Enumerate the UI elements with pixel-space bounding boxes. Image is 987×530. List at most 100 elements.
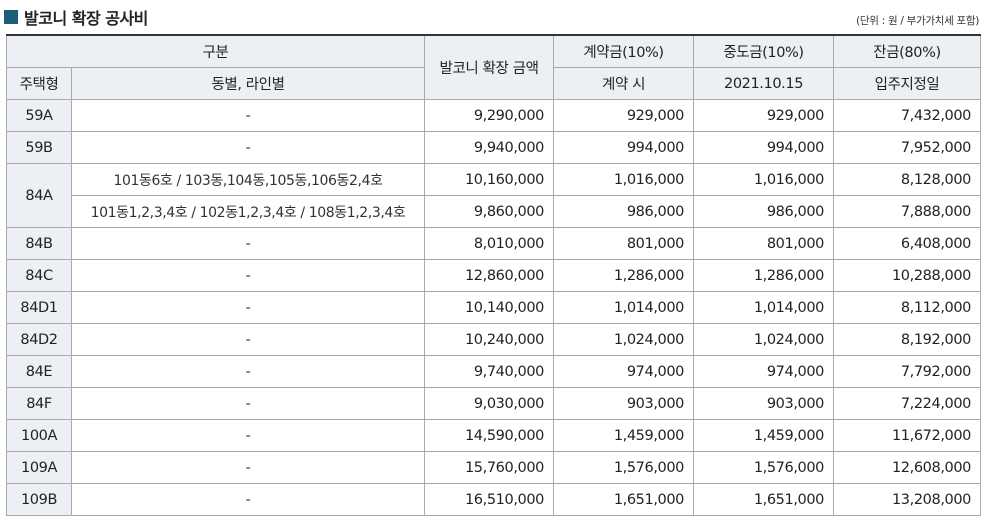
type-cell: 100A bbox=[6, 419, 72, 452]
middle-cell: 929,000 bbox=[693, 99, 835, 132]
contract-cell: 1,286,000 bbox=[553, 259, 695, 292]
unit-note: (단위 : 원 / 부가가치세 포함) bbox=[856, 15, 979, 27]
type-cell: 84C bbox=[6, 259, 72, 292]
type-cell: 59A bbox=[6, 99, 72, 132]
cost-table: 구분 발코니 확장 금액 계약금(10%) 중도금(10%) 잔금(80%) 주… bbox=[5, 34, 982, 516]
contract-cell: 1,016,000 bbox=[553, 163, 695, 196]
line-cell: - bbox=[70, 451, 426, 484]
table-row: 100A - 14,590,000 1,459,000 1,459,000 11… bbox=[6, 419, 982, 452]
amount-cell: 9,030,000 bbox=[424, 387, 555, 420]
balance-cell: 7,888,000 bbox=[833, 195, 982, 228]
contract-cell: 1,014,000 bbox=[553, 291, 695, 324]
balance-cell: 13,208,000 bbox=[833, 483, 982, 516]
type-cell: 84D2 bbox=[6, 323, 72, 356]
balance-cell: 11,672,000 bbox=[833, 419, 982, 452]
contract-cell: 1,024,000 bbox=[553, 323, 695, 356]
middle-cell: 1,459,000 bbox=[693, 419, 835, 452]
title-row: 발코니 확장 공사비 bbox=[4, 6, 148, 28]
middle-cell: 994,000 bbox=[693, 131, 835, 164]
contract-cell: 801,000 bbox=[553, 227, 695, 260]
header-line: 동별, 라인별 bbox=[70, 67, 426, 100]
amount-cell: 16,510,000 bbox=[424, 483, 555, 516]
header-contract-date: 계약 시 bbox=[553, 67, 695, 100]
table-row: 84C - 12,860,000 1,286,000 1,286,000 10,… bbox=[6, 259, 982, 292]
line-cell: 101동6호 / 103동,104동,105동,106동2,4호 bbox=[70, 163, 426, 196]
amount-cell: 9,740,000 bbox=[424, 355, 555, 388]
line-cell: 101동1,2,3,4호 / 102동1,2,3,4호 / 108동1,2,3,… bbox=[70, 195, 426, 228]
amount-cell: 8,010,000 bbox=[424, 227, 555, 260]
middle-cell: 1,651,000 bbox=[693, 483, 835, 516]
balance-cell: 7,432,000 bbox=[833, 99, 982, 132]
header-balance: 잔금(80%) bbox=[833, 34, 982, 68]
header-middle-date: 2021.10.15 bbox=[693, 67, 835, 100]
balance-cell: 7,224,000 bbox=[833, 387, 982, 420]
contract-cell: 994,000 bbox=[553, 131, 695, 164]
type-cell: 84D1 bbox=[6, 291, 72, 324]
amount-cell: 14,590,000 bbox=[424, 419, 555, 452]
line-cell: - bbox=[70, 99, 426, 132]
page-title: 발코니 확장 공사비 bbox=[24, 9, 148, 28]
middle-cell: 1,576,000 bbox=[693, 451, 835, 484]
table-row: 59A - 9,290,000 929,000 929,000 7,432,00… bbox=[6, 99, 982, 132]
type-cell: 84B bbox=[6, 227, 72, 260]
title-square-icon bbox=[4, 10, 18, 24]
contract-cell: 903,000 bbox=[553, 387, 695, 420]
balance-cell: 7,952,000 bbox=[833, 131, 982, 164]
contract-cell: 1,459,000 bbox=[553, 419, 695, 452]
line-cell: - bbox=[70, 259, 426, 292]
type-cell: 84E bbox=[6, 355, 72, 388]
amount-cell: 9,940,000 bbox=[424, 131, 555, 164]
balance-cell: 6,408,000 bbox=[833, 227, 982, 260]
line-cell: - bbox=[70, 323, 426, 356]
contract-cell: 974,000 bbox=[553, 355, 695, 388]
balance-cell: 8,128,000 bbox=[833, 163, 982, 196]
header-type: 주택형 bbox=[6, 67, 72, 100]
table-row: 84E - 9,740,000 974,000 974,000 7,792,00… bbox=[6, 355, 982, 388]
middle-cell: 1,024,000 bbox=[693, 323, 835, 356]
contract-cell: 1,651,000 bbox=[553, 483, 695, 516]
header-group: 구분 bbox=[5, 34, 426, 68]
type-cell: 109A bbox=[6, 451, 72, 484]
amount-cell: 9,290,000 bbox=[424, 99, 555, 132]
header-balance-date: 입주지정일 bbox=[833, 67, 982, 100]
balance-cell: 7,792,000 bbox=[833, 355, 982, 388]
header-contract: 계약금(10%) bbox=[553, 34, 695, 68]
table-row: 59B - 9,940,000 994,000 994,000 7,952,00… bbox=[6, 131, 982, 164]
type-cell: 84F bbox=[6, 387, 72, 420]
header-amount: 발코니 확장 금액 bbox=[424, 34, 555, 100]
amount-cell: 9,860,000 bbox=[424, 195, 555, 228]
contract-cell: 986,000 bbox=[553, 195, 695, 228]
table-row: 109A - 15,760,000 1,576,000 1,576,000 12… bbox=[6, 451, 982, 484]
line-cell: - bbox=[70, 227, 426, 260]
balance-cell: 8,192,000 bbox=[833, 323, 982, 356]
balance-cell: 8,112,000 bbox=[833, 291, 982, 324]
amount-cell: 15,760,000 bbox=[424, 451, 555, 484]
amount-cell: 10,240,000 bbox=[424, 323, 555, 356]
middle-cell: 986,000 bbox=[693, 195, 835, 228]
amount-cell: 12,860,000 bbox=[424, 259, 555, 292]
line-cell: - bbox=[70, 291, 426, 324]
header-row-2: 주택형 동별, 라인별 계약 시 2021.10.15 입주지정일 bbox=[6, 67, 982, 100]
middle-cell: 801,000 bbox=[693, 227, 835, 260]
table-row: 101동1,2,3,4호 / 102동1,2,3,4호 / 108동1,2,3,… bbox=[7, 195, 982, 228]
type-cell: 59B bbox=[6, 131, 72, 164]
contract-cell: 1,576,000 bbox=[553, 451, 695, 484]
header-middle: 중도금(10%) bbox=[693, 34, 835, 68]
contract-cell: 929,000 bbox=[553, 99, 695, 132]
line-cell: - bbox=[70, 355, 426, 388]
line-cell: - bbox=[70, 387, 426, 420]
table-row: 84D2 - 10,240,000 1,024,000 1,024,000 8,… bbox=[6, 323, 982, 356]
table-row: 109B - 16,510,000 1,651,000 1,651,000 13… bbox=[6, 483, 982, 516]
type-cell: 84A bbox=[6, 163, 72, 228]
middle-cell: 1,014,000 bbox=[693, 291, 835, 324]
table-row: 84F - 9,030,000 903,000 903,000 7,224,00… bbox=[6, 387, 982, 420]
line-cell: - bbox=[70, 483, 426, 516]
header-row-1: 구분 발코니 확장 금액 계약금(10%) 중도금(10%) 잔금(80%) bbox=[5, 34, 982, 100]
middle-cell: 1,016,000 bbox=[693, 163, 835, 196]
table-row: 84B - 8,010,000 801,000 801,000 6,408,00… bbox=[6, 227, 982, 260]
balance-cell: 10,288,000 bbox=[833, 259, 982, 292]
balance-cell: 12,608,000 bbox=[833, 451, 982, 484]
amount-cell: 10,160,000 bbox=[424, 163, 555, 196]
table-row: 84A 101동6호 / 103동,104동,105동,106동2,4호 10,… bbox=[6, 163, 982, 228]
type-cell: 109B bbox=[6, 483, 72, 516]
